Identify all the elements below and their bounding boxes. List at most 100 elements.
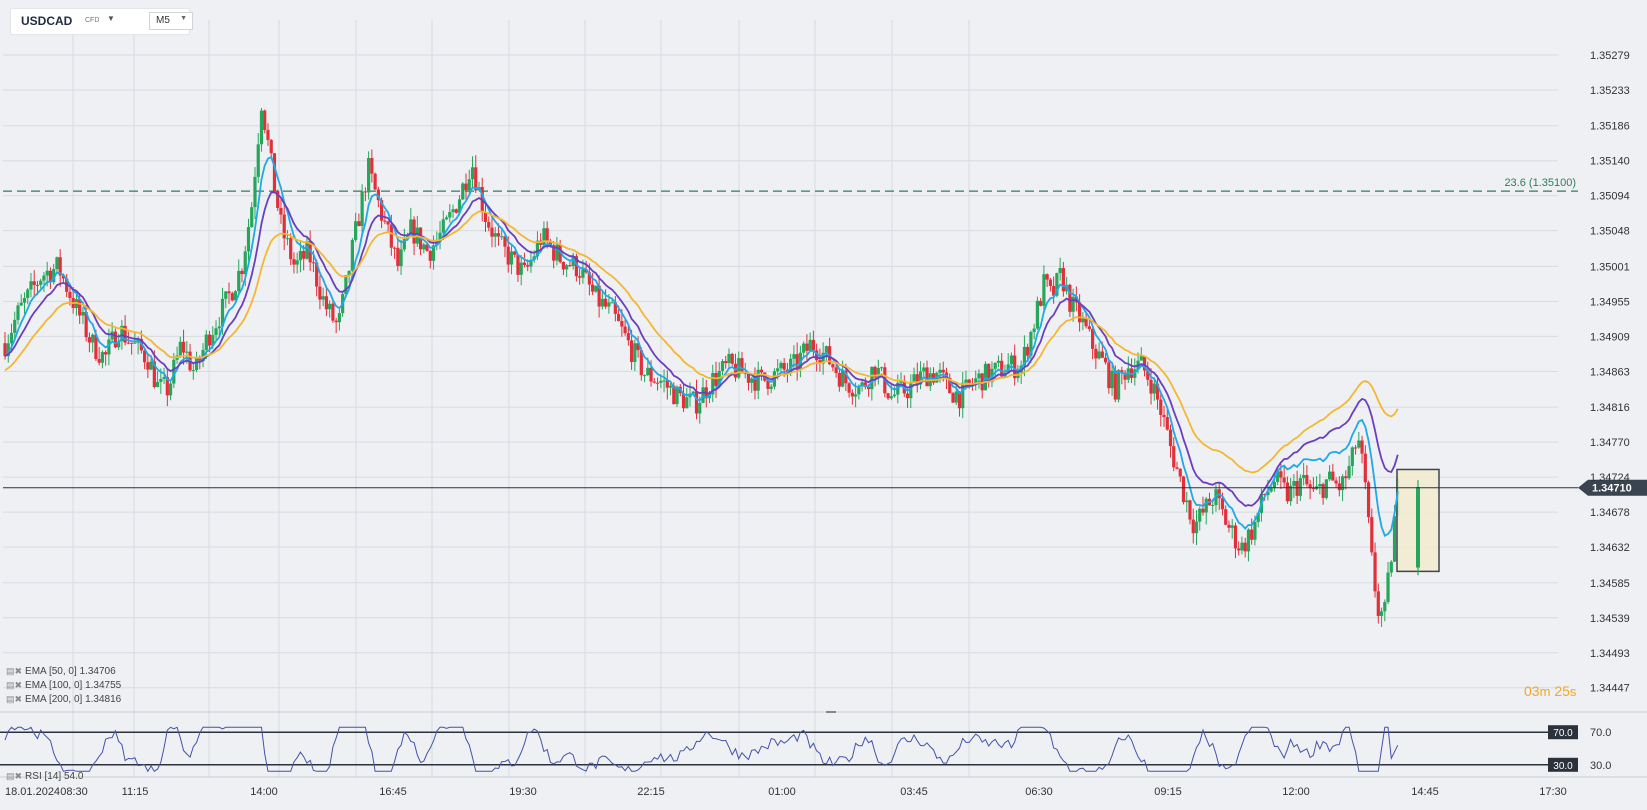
candle-body xyxy=(578,276,582,278)
candle-body xyxy=(561,262,566,270)
price-tick-label: 1.34863 xyxy=(1590,366,1630,378)
candle-body xyxy=(552,245,556,261)
candle-body xyxy=(441,219,445,233)
candle-body xyxy=(753,378,757,391)
candle-body xyxy=(681,393,686,409)
candle-body xyxy=(1302,474,1306,479)
candle-body xyxy=(558,244,562,263)
time-tick-label: 14:45 xyxy=(1411,786,1439,798)
candle-body xyxy=(487,221,491,228)
candle-body xyxy=(68,291,72,299)
candle-body xyxy=(1250,529,1254,540)
rsi-level-badge xyxy=(1548,757,1578,772)
candle-body xyxy=(493,233,497,237)
settings-icon[interactable]: ▤✖ xyxy=(6,771,23,781)
legend-ema-100[interactable]: ▤✖ EMA [100, 0] 1.34755 xyxy=(6,680,121,691)
ema-line-50 xyxy=(4,155,1399,537)
rsi-line xyxy=(4,726,1399,773)
settings-icon[interactable]: ▤✖ xyxy=(6,680,23,690)
candle-body xyxy=(542,228,546,245)
candle-body xyxy=(1334,480,1338,484)
candle-body xyxy=(113,331,117,348)
candle-body xyxy=(1237,548,1241,551)
candle-body xyxy=(117,341,121,348)
candle-body xyxy=(1042,274,1046,306)
candle-body xyxy=(240,270,244,275)
timer-s-unit: s xyxy=(1569,684,1577,699)
settings-icon[interactable]: ▤✖ xyxy=(6,694,23,704)
candle-body xyxy=(1357,440,1361,448)
candle-body xyxy=(662,380,666,382)
candle-body xyxy=(1165,417,1169,430)
candle-body xyxy=(526,264,530,267)
candle-body xyxy=(357,221,361,227)
price-tick-label: 1.35186 xyxy=(1590,121,1630,133)
candle-body xyxy=(750,378,754,383)
candle-body xyxy=(100,352,104,363)
candle-body xyxy=(1360,440,1364,454)
candle-body xyxy=(396,247,400,267)
candle-body xyxy=(259,110,264,145)
candle-body xyxy=(246,227,251,252)
candle-body xyxy=(724,361,728,364)
price-axis[interactable]: 1.35279 1.35233 1.35186 1.35140 1.35094 1.350… xyxy=(1590,50,1630,695)
candle-body xyxy=(159,378,163,382)
candle-body xyxy=(185,351,189,353)
legend-rsi[interactable]: ▤✖ RSI [14] 54.0 xyxy=(6,771,83,782)
price-tick-label: 1.34585 xyxy=(1590,578,1630,590)
candle-body xyxy=(178,341,182,356)
candle-body xyxy=(1068,284,1072,312)
legend-ema-200[interactable]: ▤✖ EMA [200, 0] 1.34816 xyxy=(6,694,121,705)
chart-grid xyxy=(3,20,1558,777)
candle-body xyxy=(1103,357,1108,363)
candle-body xyxy=(522,262,527,265)
candle-body xyxy=(220,298,225,327)
rsi-panel[interactable]: 70.0 70.0 30.0 30.0 xyxy=(0,711,1647,773)
candle-body xyxy=(685,397,689,409)
candle-body xyxy=(496,233,501,237)
timeframe-select[interactable]: M5 ▼ xyxy=(149,12,193,30)
candle-body xyxy=(250,207,254,228)
settings-icon[interactable]: ▤✖ xyxy=(6,666,23,676)
candle-body xyxy=(636,343,640,351)
candle-body xyxy=(412,219,416,244)
candle-body xyxy=(879,367,884,369)
legend-ema-50[interactable]: ▤✖ EMA [50, 0] 1.34706 xyxy=(6,666,116,677)
candle-body xyxy=(909,382,913,399)
candle-body xyxy=(746,372,751,383)
candle-body xyxy=(22,298,27,303)
candle-body xyxy=(467,179,471,191)
candle-body xyxy=(776,368,780,372)
candle-body xyxy=(402,239,406,250)
candle-body xyxy=(779,362,783,369)
caret-down-icon[interactable]: ▼ xyxy=(107,14,115,23)
candle-body xyxy=(805,343,809,351)
time-axis[interactable]: 18.01.2024 08:30 11:15 14:00 16:45 19:30 22:15… xyxy=(0,776,1647,798)
candle-body xyxy=(847,383,851,393)
candle-body xyxy=(464,183,468,191)
candle-body xyxy=(597,285,601,307)
time-tick-label: 16:45 xyxy=(379,786,407,798)
legend-label: RSI [14] xyxy=(25,771,62,782)
candle-body xyxy=(1045,274,1049,280)
last-candle-body xyxy=(1416,486,1420,568)
price-tick-label: 1.34678 xyxy=(1590,507,1630,519)
candle-body xyxy=(815,350,819,361)
candle-body xyxy=(448,211,452,218)
candle-body xyxy=(444,217,449,220)
candle-body xyxy=(1126,368,1130,380)
symbol-selector[interactable]: USDCAD CFD ▼ M5 ▼ xyxy=(10,8,193,35)
candle-body xyxy=(155,381,160,387)
candle-body xyxy=(263,110,267,131)
candle-body xyxy=(1344,476,1348,479)
candle-body xyxy=(123,325,127,343)
candle-body xyxy=(360,191,364,227)
symbol-name: USDCAD xyxy=(21,14,73,28)
candle-body xyxy=(55,257,59,270)
candle-body xyxy=(574,256,578,277)
candle-body xyxy=(941,369,945,373)
candle-body xyxy=(409,219,413,235)
candle-body xyxy=(1097,351,1101,359)
candle-body xyxy=(337,313,341,323)
